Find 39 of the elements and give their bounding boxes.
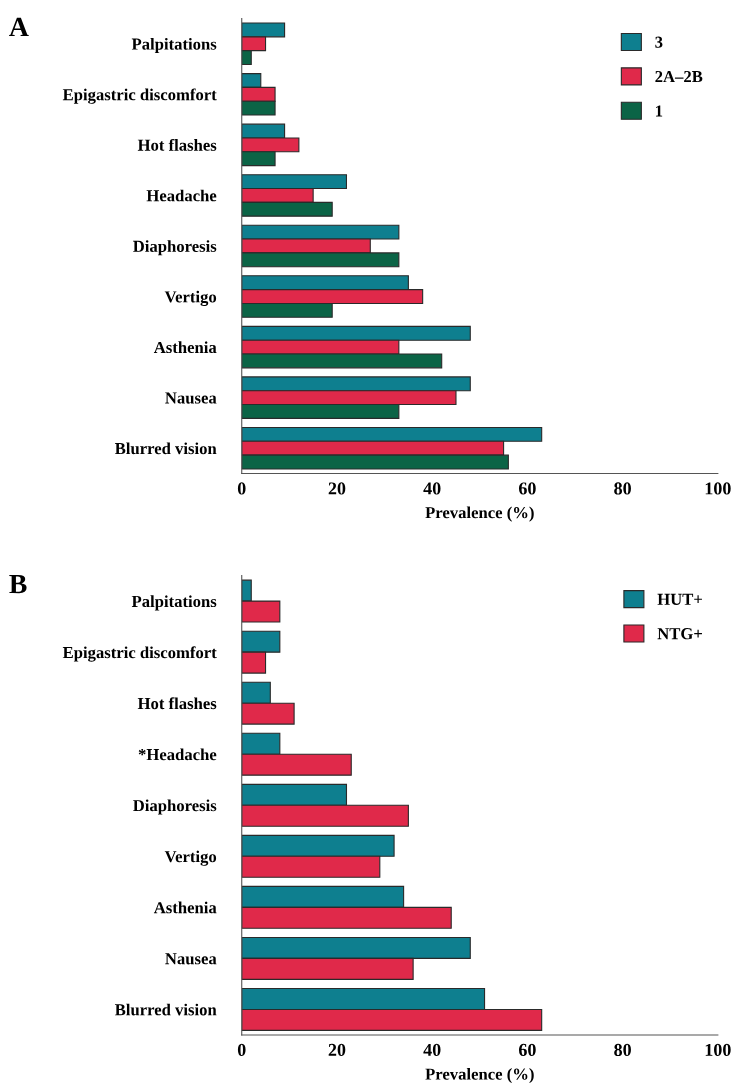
y-tick-label: Hot flashes (137, 697, 217, 710)
y-tick-label: Blurred vision (114, 442, 217, 455)
x-tick-label: 0 (237, 1043, 246, 1056)
y-tick-label: Blurred vision (114, 1003, 217, 1016)
x-tick-label: 20 (328, 482, 346, 495)
y-tick-label: Nausea (165, 392, 217, 404)
legend-label: HUT+ (657, 593, 702, 605)
x-tick-label: 40 (423, 1043, 441, 1056)
y-tick-label: Vertigo (164, 290, 217, 306)
y-tick-label: Asthenia (153, 901, 217, 914)
y-tick-label: Vertigo (164, 850, 217, 866)
y-tick-label: Epigastric discomfort (62, 88, 217, 104)
x-tick-label: 80 (614, 482, 631, 495)
text: B (9, 574, 27, 594)
x-tick-label: 60 (518, 482, 536, 495)
y-tick-label: Hot flashes (137, 138, 217, 151)
x-tick-label: 80 (614, 1043, 631, 1056)
legend-label: NTG+ (657, 628, 702, 640)
x-axis-title: Prevalence (%) (425, 1068, 534, 1084)
legend-label: 3 (655, 36, 663, 48)
legend-label: 1 (656, 105, 663, 117)
x-tick-label: 40 (423, 482, 441, 495)
legend-label: 2A–2B (655, 70, 703, 83)
y-tick-label: Nausea (165, 953, 217, 965)
x-tick-label: 100 (705, 1043, 731, 1056)
x-tick-label: 60 (518, 1043, 536, 1056)
text: A (9, 17, 29, 36)
x-tick-label: 100 (705, 482, 731, 495)
x-tick-label: 0 (237, 482, 246, 495)
y-tick-label: *Headache (138, 748, 217, 761)
y-tick-label: Diaphoresis (133, 799, 217, 815)
x-axis-title: Prevalence (%) (425, 506, 534, 522)
y-tick-label: Asthenia (153, 341, 217, 354)
y-tick-label: Diaphoresis (133, 240, 217, 256)
y-tick-label: Headache (146, 189, 217, 202)
y-tick-label: Palpitations (131, 595, 217, 611)
y-tick-label: Palpitations (131, 37, 217, 54)
x-tick-label: 20 (328, 1043, 346, 1056)
y-tick-label: Epigastric discomfort (62, 646, 217, 662)
